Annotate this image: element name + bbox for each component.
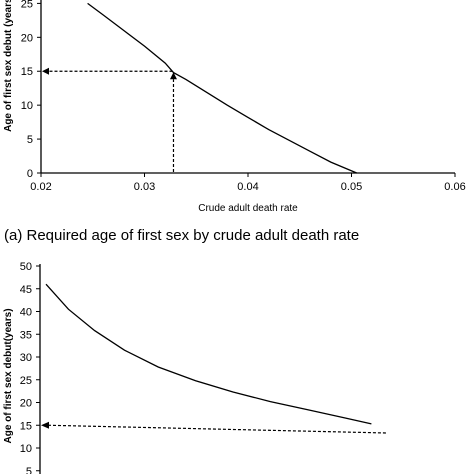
chart-a-x-tick-label: 0.02 bbox=[30, 181, 51, 193]
chart-b-y-tick-label: 45 bbox=[20, 284, 32, 296]
chart-b-y-tick-label: 25 bbox=[20, 375, 32, 387]
chart-b-reference-dashed-line bbox=[47, 424, 387, 434]
chart-a-x-tick-label: 0.05 bbox=[341, 181, 362, 193]
chart-a-reference-arrowhead-up bbox=[169, 72, 177, 80]
chart-b-y-tick-label: 30 bbox=[20, 352, 32, 364]
chart-b-y-tick-label: 10 bbox=[20, 443, 32, 455]
chart-b-reference-arrowhead-left bbox=[41, 421, 49, 429]
chart-a-x-tick-label: 0.06 bbox=[444, 181, 465, 193]
chart-a-reference-arrowhead-left bbox=[42, 67, 49, 75]
chart-b-y-tick-label: 35 bbox=[20, 329, 32, 341]
chart-a-x-tick-label: 0.03 bbox=[134, 181, 155, 193]
chart-a: 0.02 0.03 0.04 0.05 0.06 0 5 10 15 20 25 Crude ad… bbox=[3, 0, 466, 244]
chart-b-y-axis-label: Age of first sex debut(years) bbox=[3, 308, 14, 443]
chart-b-series-line bbox=[45, 283, 372, 425]
chart-a-series-line bbox=[87, 2, 357, 174]
chart-a-y-tick-label: 5 bbox=[27, 134, 33, 146]
chart-a-y-tick-label: 15 bbox=[21, 66, 33, 78]
chart-a-y-axis-label: Age of first sex debut (years) bbox=[3, 0, 14, 132]
chart-b-y-tick-label: 15 bbox=[20, 420, 32, 432]
chart-a-x-tick-label: 0.04 bbox=[237, 181, 258, 193]
chart-a-y-tick-label: 0 bbox=[27, 168, 33, 180]
chart-b: 5 10 15 20 25 30 35 40 45 50 Age of first sex deb… bbox=[3, 261, 387, 474]
chart-b-y-tick-label: 20 bbox=[20, 398, 32, 410]
chart-a-caption: (a) Required age of first sex by crude a… bbox=[4, 227, 359, 244]
chart-b-y-tick-label: 40 bbox=[20, 307, 32, 319]
chart-b-y-tick-label: 5 bbox=[26, 466, 32, 474]
chart-b-y-tick-label: 50 bbox=[20, 261, 32, 273]
chart-a-y-tick-label: 25 bbox=[21, 0, 33, 10]
chart-a-y-tick-label: 10 bbox=[21, 100, 33, 112]
chart-a-x-axis-label: Crude adult death rate bbox=[198, 203, 298, 214]
chart-a-y-tick-label: 20 bbox=[21, 32, 33, 44]
